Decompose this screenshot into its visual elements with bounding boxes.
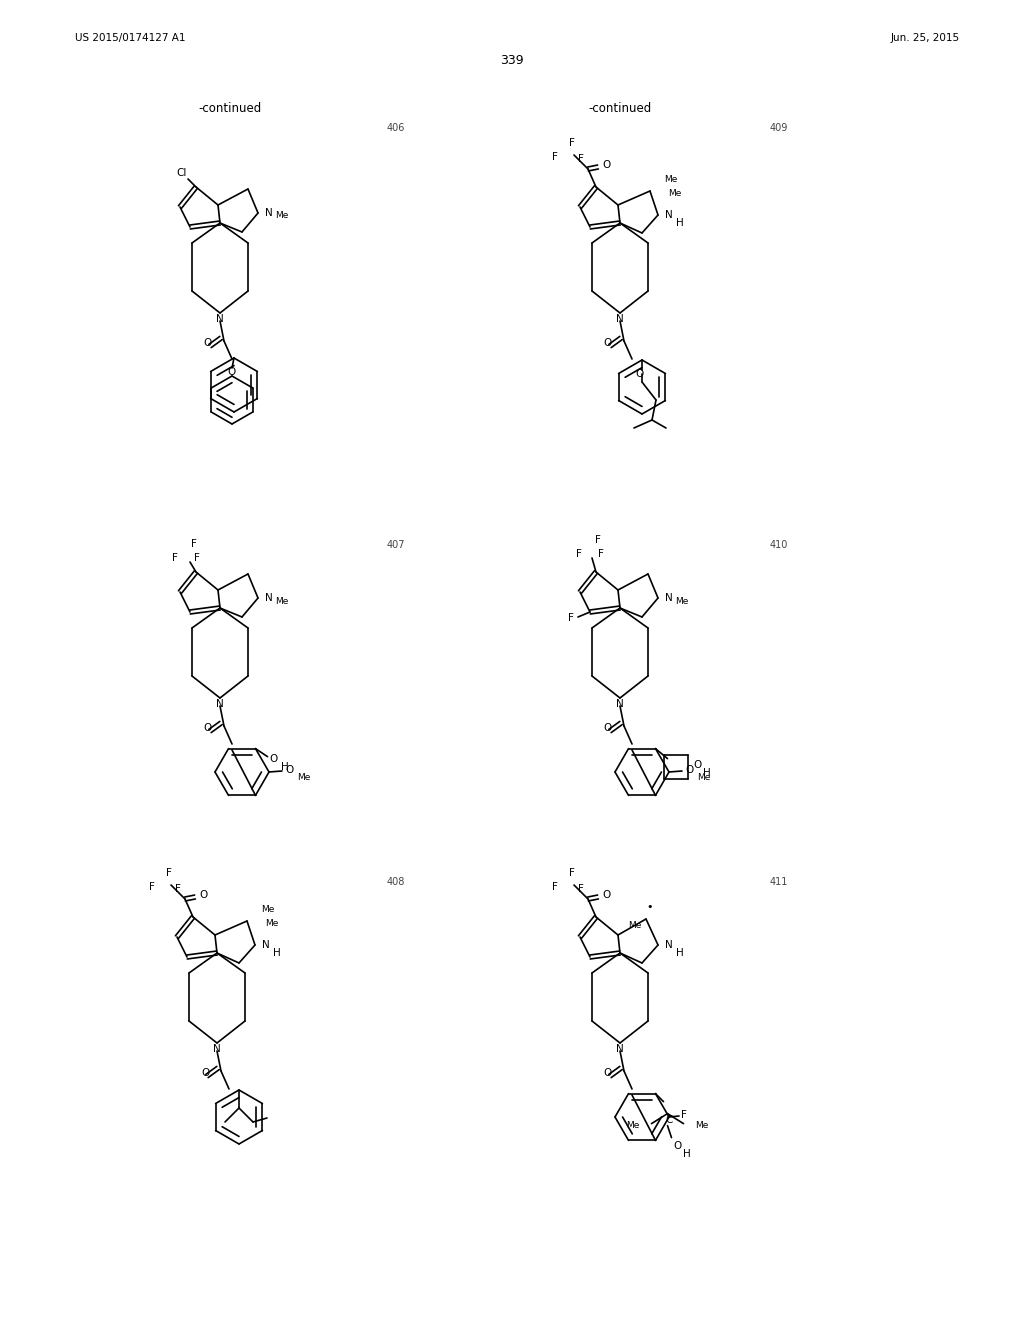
Text: F: F xyxy=(166,869,172,878)
Text: F: F xyxy=(681,1110,687,1119)
Text: 407: 407 xyxy=(387,540,406,550)
Text: H: H xyxy=(703,768,712,777)
Text: F: F xyxy=(194,553,200,564)
Text: Jun. 25, 2015: Jun. 25, 2015 xyxy=(891,33,961,44)
Text: F: F xyxy=(577,549,582,558)
Text: 410: 410 xyxy=(770,540,788,550)
Text: Me: Me xyxy=(695,1121,709,1130)
Text: F: F xyxy=(191,539,197,549)
Text: O: O xyxy=(199,890,207,900)
Text: H: H xyxy=(282,762,289,772)
Text: F: F xyxy=(598,549,604,558)
Text: Me: Me xyxy=(297,772,310,781)
Text: F: F xyxy=(569,869,574,878)
Text: F: F xyxy=(552,152,558,162)
Text: F: F xyxy=(569,139,574,148)
Text: H: H xyxy=(676,948,684,958)
Text: Me: Me xyxy=(265,919,279,928)
Text: -continued: -continued xyxy=(589,102,651,115)
Text: F: F xyxy=(552,882,558,892)
Text: O: O xyxy=(604,338,612,348)
Text: N: N xyxy=(265,209,272,218)
Text: N: N xyxy=(265,593,272,603)
Text: O: O xyxy=(204,338,212,348)
Text: Me: Me xyxy=(628,920,641,929)
Text: Me: Me xyxy=(697,772,711,781)
Text: •: • xyxy=(647,902,653,912)
Text: N: N xyxy=(213,1044,221,1053)
Text: 339: 339 xyxy=(500,54,524,66)
Text: H: H xyxy=(683,1148,691,1159)
Text: O: O xyxy=(269,754,278,763)
Text: N: N xyxy=(216,700,224,709)
Text: Me: Me xyxy=(664,174,677,183)
Text: H: H xyxy=(676,218,684,228)
Text: F: F xyxy=(578,884,584,894)
Text: F: F xyxy=(172,553,178,564)
Text: F: F xyxy=(578,154,584,164)
Text: 406: 406 xyxy=(387,123,406,133)
Text: O: O xyxy=(204,723,212,733)
Text: O: O xyxy=(636,370,644,379)
Text: Me: Me xyxy=(668,189,681,198)
Text: F: F xyxy=(595,535,601,545)
Text: -continued: -continued xyxy=(199,102,261,115)
Text: N: N xyxy=(616,314,624,323)
Text: Me: Me xyxy=(275,597,289,606)
Text: C: C xyxy=(666,1114,673,1125)
Text: US 2015/0174127 A1: US 2015/0174127 A1 xyxy=(75,33,185,44)
Text: N: N xyxy=(216,314,224,323)
Text: N: N xyxy=(665,210,673,220)
Text: O: O xyxy=(228,367,237,378)
Text: O: O xyxy=(693,759,701,770)
Text: O: O xyxy=(604,1068,612,1078)
Text: N: N xyxy=(616,1044,624,1053)
Text: F: F xyxy=(150,882,155,892)
Text: O: O xyxy=(201,1068,209,1078)
Text: N: N xyxy=(262,940,269,950)
Text: 411: 411 xyxy=(770,876,788,887)
Text: N: N xyxy=(665,940,673,950)
Text: O: O xyxy=(604,723,612,733)
Text: N: N xyxy=(665,593,673,603)
Text: Me: Me xyxy=(261,904,274,913)
Text: O: O xyxy=(285,766,293,775)
Text: O: O xyxy=(602,160,610,170)
Text: F: F xyxy=(175,884,181,894)
Text: N: N xyxy=(616,700,624,709)
Text: Me: Me xyxy=(626,1121,640,1130)
Text: O: O xyxy=(602,890,610,900)
Text: Me: Me xyxy=(275,211,289,220)
Text: F: F xyxy=(568,612,574,623)
Text: Me: Me xyxy=(675,597,688,606)
Text: 409: 409 xyxy=(770,123,788,133)
Text: Cl: Cl xyxy=(177,168,187,178)
Text: O: O xyxy=(674,1140,682,1151)
Text: H: H xyxy=(273,948,281,958)
Text: 408: 408 xyxy=(387,876,406,887)
Text: O: O xyxy=(685,766,693,775)
